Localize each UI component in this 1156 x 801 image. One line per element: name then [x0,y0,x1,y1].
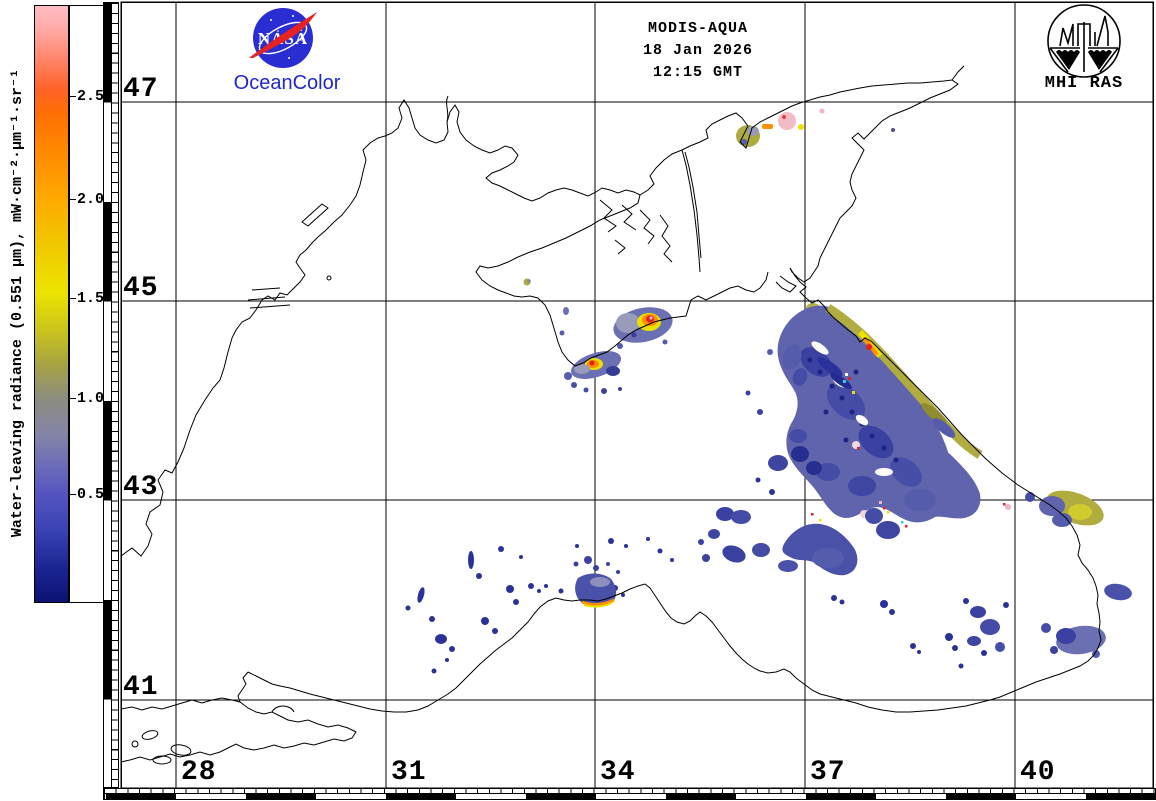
mhi-logo-icon [1047,4,1121,78]
colorbar-tick-mark [70,96,76,97]
coastline-layer [121,65,1102,765]
lon-label-31: 31 [391,757,427,788]
lat-label-43: 43 [123,472,159,503]
colorbar-tick-mark [70,494,76,495]
satellite-name: MODIS-AQUA [647,20,748,37]
colorbar-tick-mark [70,298,76,299]
radiance-data-layer [405,108,1132,674]
oceancolor-label: OceanColor [233,72,341,94]
lat-label-47: 47 [123,74,159,105]
lat-label-45: 45 [123,273,159,304]
acquisition-date: 18 Jan 2026 [642,42,754,59]
lon-label-34: 34 [600,757,636,788]
colorbar-tick-label: 0.5 [77,486,105,503]
colorbar-gradient [34,5,69,603]
nasa-logo-icon: NASA [249,8,317,68]
colorbar-tick-label: 2.5 [77,88,105,105]
acquisition-time: 12:15 GMT [652,64,743,81]
colorbar-tick-box: 2.5 2.0 1.5 1.0 0.5 [69,5,105,603]
left-degree-bar [103,2,119,788]
lon-label-40: 40 [1020,757,1056,788]
colorbar-tick-mark [70,398,76,399]
colorbar-tick-mark [70,199,76,200]
org-label: MHI RAS [1044,74,1124,93]
lon-label-37: 37 [810,757,846,788]
lat-label-41: 41 [123,672,159,703]
acquisition-info: MODIS-AQUA 18 Jan 2026 12:15 GMT [620,18,776,84]
left-degree-ruler [112,2,119,788]
colorbar-tick-label: 1.5 [77,290,105,307]
colorbar-tick-label: 1.0 [77,390,105,407]
graticule-grid [120,1,1154,789]
lon-label-28: 28 [181,757,217,788]
colorbar-tick-label: 2.0 [77,191,105,208]
left-degree-blocks [103,2,112,788]
